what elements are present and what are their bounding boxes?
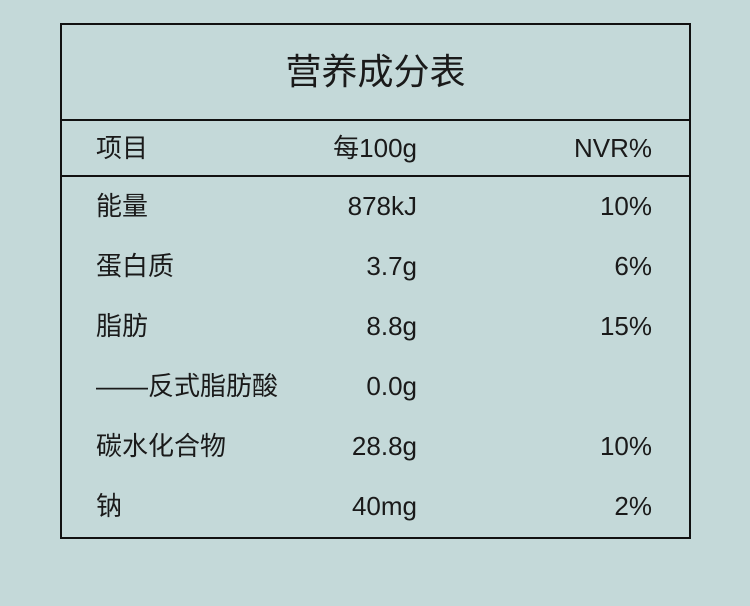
nvr: 10% — [599, 431, 652, 461]
amount: 878kJ — [347, 191, 417, 221]
nutrient-name: 碳水化合物 — [96, 431, 227, 461]
nutrient-name: 脂肪 — [96, 311, 149, 341]
nvr: 6% — [614, 251, 652, 281]
amount: 0.0g — [366, 371, 417, 401]
header-cell: 项目 — [96, 133, 149, 163]
nvr: 2% — [614, 491, 652, 521]
nutrient-name: 能量 — [96, 191, 149, 221]
amount: 8.8g — [366, 311, 417, 341]
header-row: 项目 每100g NVR% — [62, 119, 689, 177]
nvr: 15% — [599, 311, 652, 341]
table-title: 营养成分表 — [285, 51, 466, 92]
nutrient-name: 蛋白质 — [96, 251, 175, 281]
amount: 3.7g — [366, 251, 417, 281]
header-cell: 每100g — [333, 133, 417, 163]
amount: 40mg — [351, 491, 417, 521]
nutrient-name: ——反式脂肪酸 — [96, 371, 279, 401]
nutrition-table: 营养成分表 项目 每100g NVR% 能量 878kJ 10% 蛋白质 3.7g 6% 脂肪 8… — [60, 23, 691, 539]
nutrient-name: 钠 — [96, 491, 123, 521]
nvr: 10% — [599, 191, 652, 221]
amount: 28.8g — [351, 431, 417, 461]
header-cell: NVR% — [573, 133, 652, 163]
